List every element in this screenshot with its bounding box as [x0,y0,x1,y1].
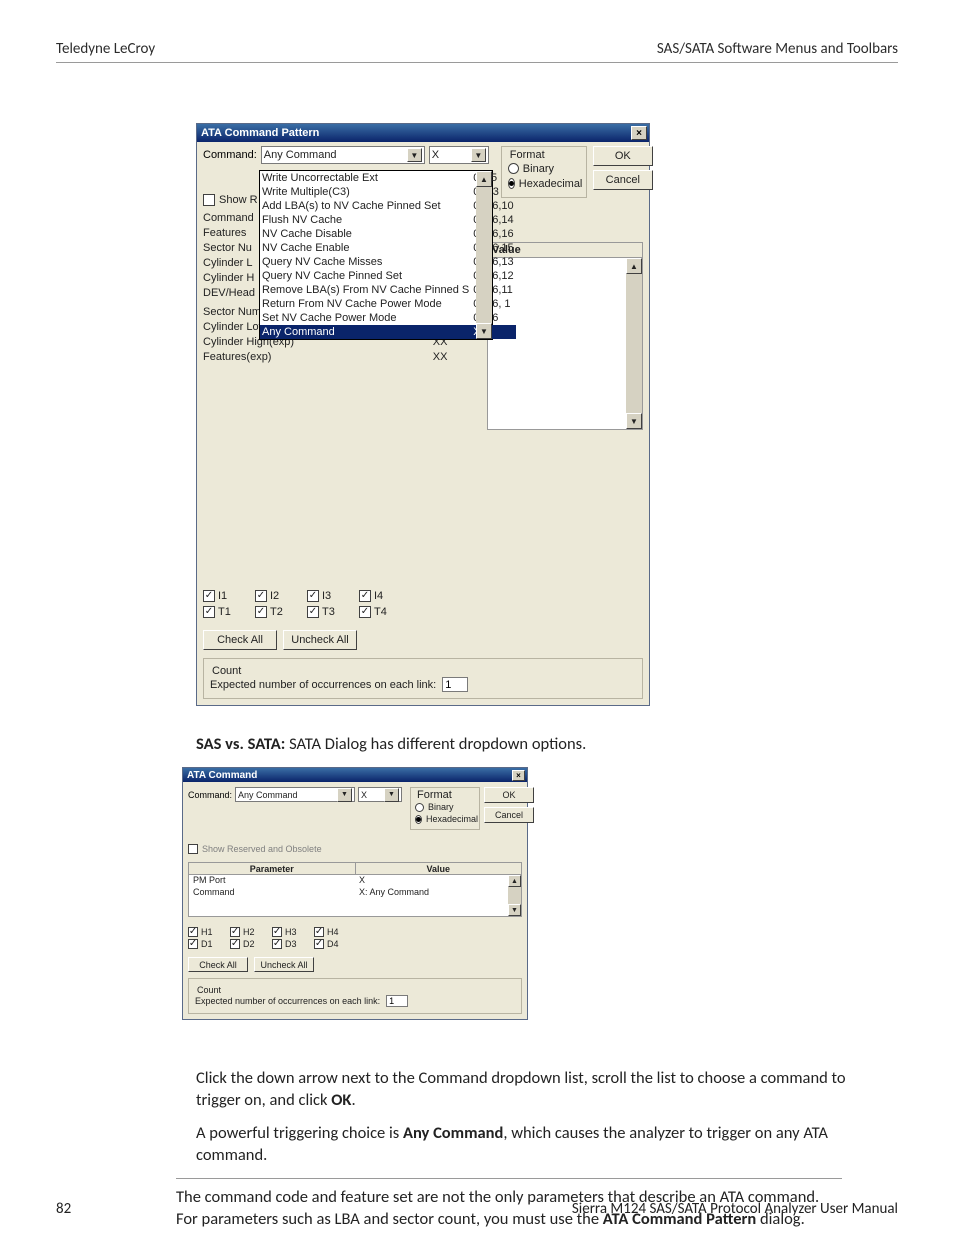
parameter-row: Features(exp)XX [203,351,489,366]
port-checkbox[interactable]: I4 [359,590,405,602]
show-reserved-label: Show Reserved and Obsolete [202,844,322,854]
chevron-down-icon[interactable]: ▼ [384,788,399,802]
command-code-dropdown[interactable]: X ▼ [358,787,402,802]
port-checkbox[interactable]: H4 [314,927,352,937]
header-right: SAS/SATA Software Menus and Toolbars [657,40,898,58]
chevron-down-icon[interactable]: ▼ [337,788,352,802]
show-reserved-checkbox[interactable] [188,844,198,854]
divider [176,1178,842,1179]
count-label: Expected number of occurrences on each l… [195,996,380,1006]
port-checkbox[interactable]: H2 [230,927,268,937]
cancel-button[interactable]: Cancel [484,807,534,823]
close-icon[interactable]: × [631,126,647,140]
port-checkbox[interactable]: D3 [272,939,310,949]
uncheck-all-button[interactable]: Uncheck All [283,630,357,650]
column-parameter: Parameter [189,863,356,874]
port-checkbox[interactable]: I2 [255,590,301,602]
count-input[interactable] [386,995,408,1007]
body-paragraph: A powerful triggering choice is Any Comm… [196,1123,856,1166]
port-checkbox[interactable]: T3 [307,606,353,618]
chevron-down-icon[interactable]: ▼ [471,148,486,162]
column-value: Value [356,863,522,874]
port-checkbox[interactable]: T2 [255,606,301,618]
format-binary-radio[interactable]: Binary [415,801,475,813]
show-reserved-label: Show R [219,194,258,206]
format-hex-radio[interactable]: Hexadecimal [508,176,580,191]
port-checkbox[interactable]: I3 [307,590,353,602]
table-row[interactable]: CommandX: Any Command [189,887,521,899]
body-paragraph: Click the down arrow next to the Command… [196,1068,856,1111]
ok-button[interactable]: OK [593,146,653,166]
scroll-down-icon[interactable]: ▼ [476,323,492,339]
scroll-up-icon[interactable]: ▲ [626,258,642,274]
title-bar: ATA Command Pattern × [197,124,649,142]
command-dropdown-list[interactable]: Write Uncorrectable Ext0x45Write Multipl… [259,170,493,340]
count-group: Count Expected number of occurrences on … [188,978,522,1014]
port-checkbox[interactable]: T1 [203,606,249,618]
dialog-title: ATA Command Pattern [201,127,319,139]
command-label: Command: [203,149,257,161]
format-hex-radio[interactable]: Hexadecimal [415,813,475,825]
port-checkbox[interactable]: D1 [188,939,226,949]
close-icon[interactable]: × [512,770,525,781]
port-checkbox[interactable]: D2 [230,939,268,949]
command-code-dropdown[interactable]: X ▼ [429,146,489,164]
parameter-table[interactable]: PM PortXCommandX: Any Command ▲ ▼ [188,875,522,917]
count-input[interactable] [442,677,468,692]
cancel-button[interactable]: Cancel [593,170,653,190]
ata-command-dialog: ATA Command × Command: Any Command ▼ X ▼ [182,767,528,1020]
table-row[interactable]: PM PortX [189,875,521,887]
scrollbar[interactable]: ▲ ▼ [476,171,492,339]
scroll-down-icon[interactable]: ▼ [508,904,521,916]
command-dropdown[interactable]: Any Command ▼ [261,146,425,164]
count-group: Count Expected number of occurrences on … [203,658,643,699]
show-reserved-checkbox[interactable] [203,194,215,206]
scroll-up-icon[interactable]: ▲ [508,875,521,887]
ok-button[interactable]: OK [484,787,534,803]
chevron-down-icon[interactable]: ▼ [407,148,422,162]
dialog-title: ATA Command [187,770,257,781]
port-checkbox[interactable]: H3 [272,927,310,937]
scroll-down-icon[interactable]: ▼ [626,413,642,429]
command-dropdown[interactable]: Any Command ▼ [235,787,355,802]
format-group: Format Binary Hexadecimal [410,787,480,830]
body-text-1: SAS vs. SATA: SATA Dialog has different … [196,734,856,755]
check-all-button[interactable]: Check All [203,630,277,650]
port-checkbox[interactable]: H1 [188,927,226,937]
check-all-button[interactable]: Check All [188,957,248,972]
port-checkbox[interactable]: T4 [359,606,405,618]
ata-command-pattern-dialog: ATA Command Pattern × ↖ Command: Any Com… [196,123,650,706]
command-label: Command: [188,790,232,800]
title-bar: ATA Command × [183,768,527,782]
page-number: 82 [56,1200,71,1218]
uncheck-all-button[interactable]: Uncheck All [254,957,314,972]
footer-title: Sierra M124 SAS/SATA Protocol Analyzer U… [572,1200,898,1218]
format-binary-radio[interactable]: Binary [508,161,580,176]
count-label: Expected number of occurrences on each l… [210,679,436,691]
port-checkbox[interactable]: D4 [314,939,352,949]
header-left: Teledyne LeCroy [56,40,155,58]
port-checkbox[interactable]: I1 [203,590,249,602]
scroll-up-icon[interactable]: ▲ [476,171,492,187]
